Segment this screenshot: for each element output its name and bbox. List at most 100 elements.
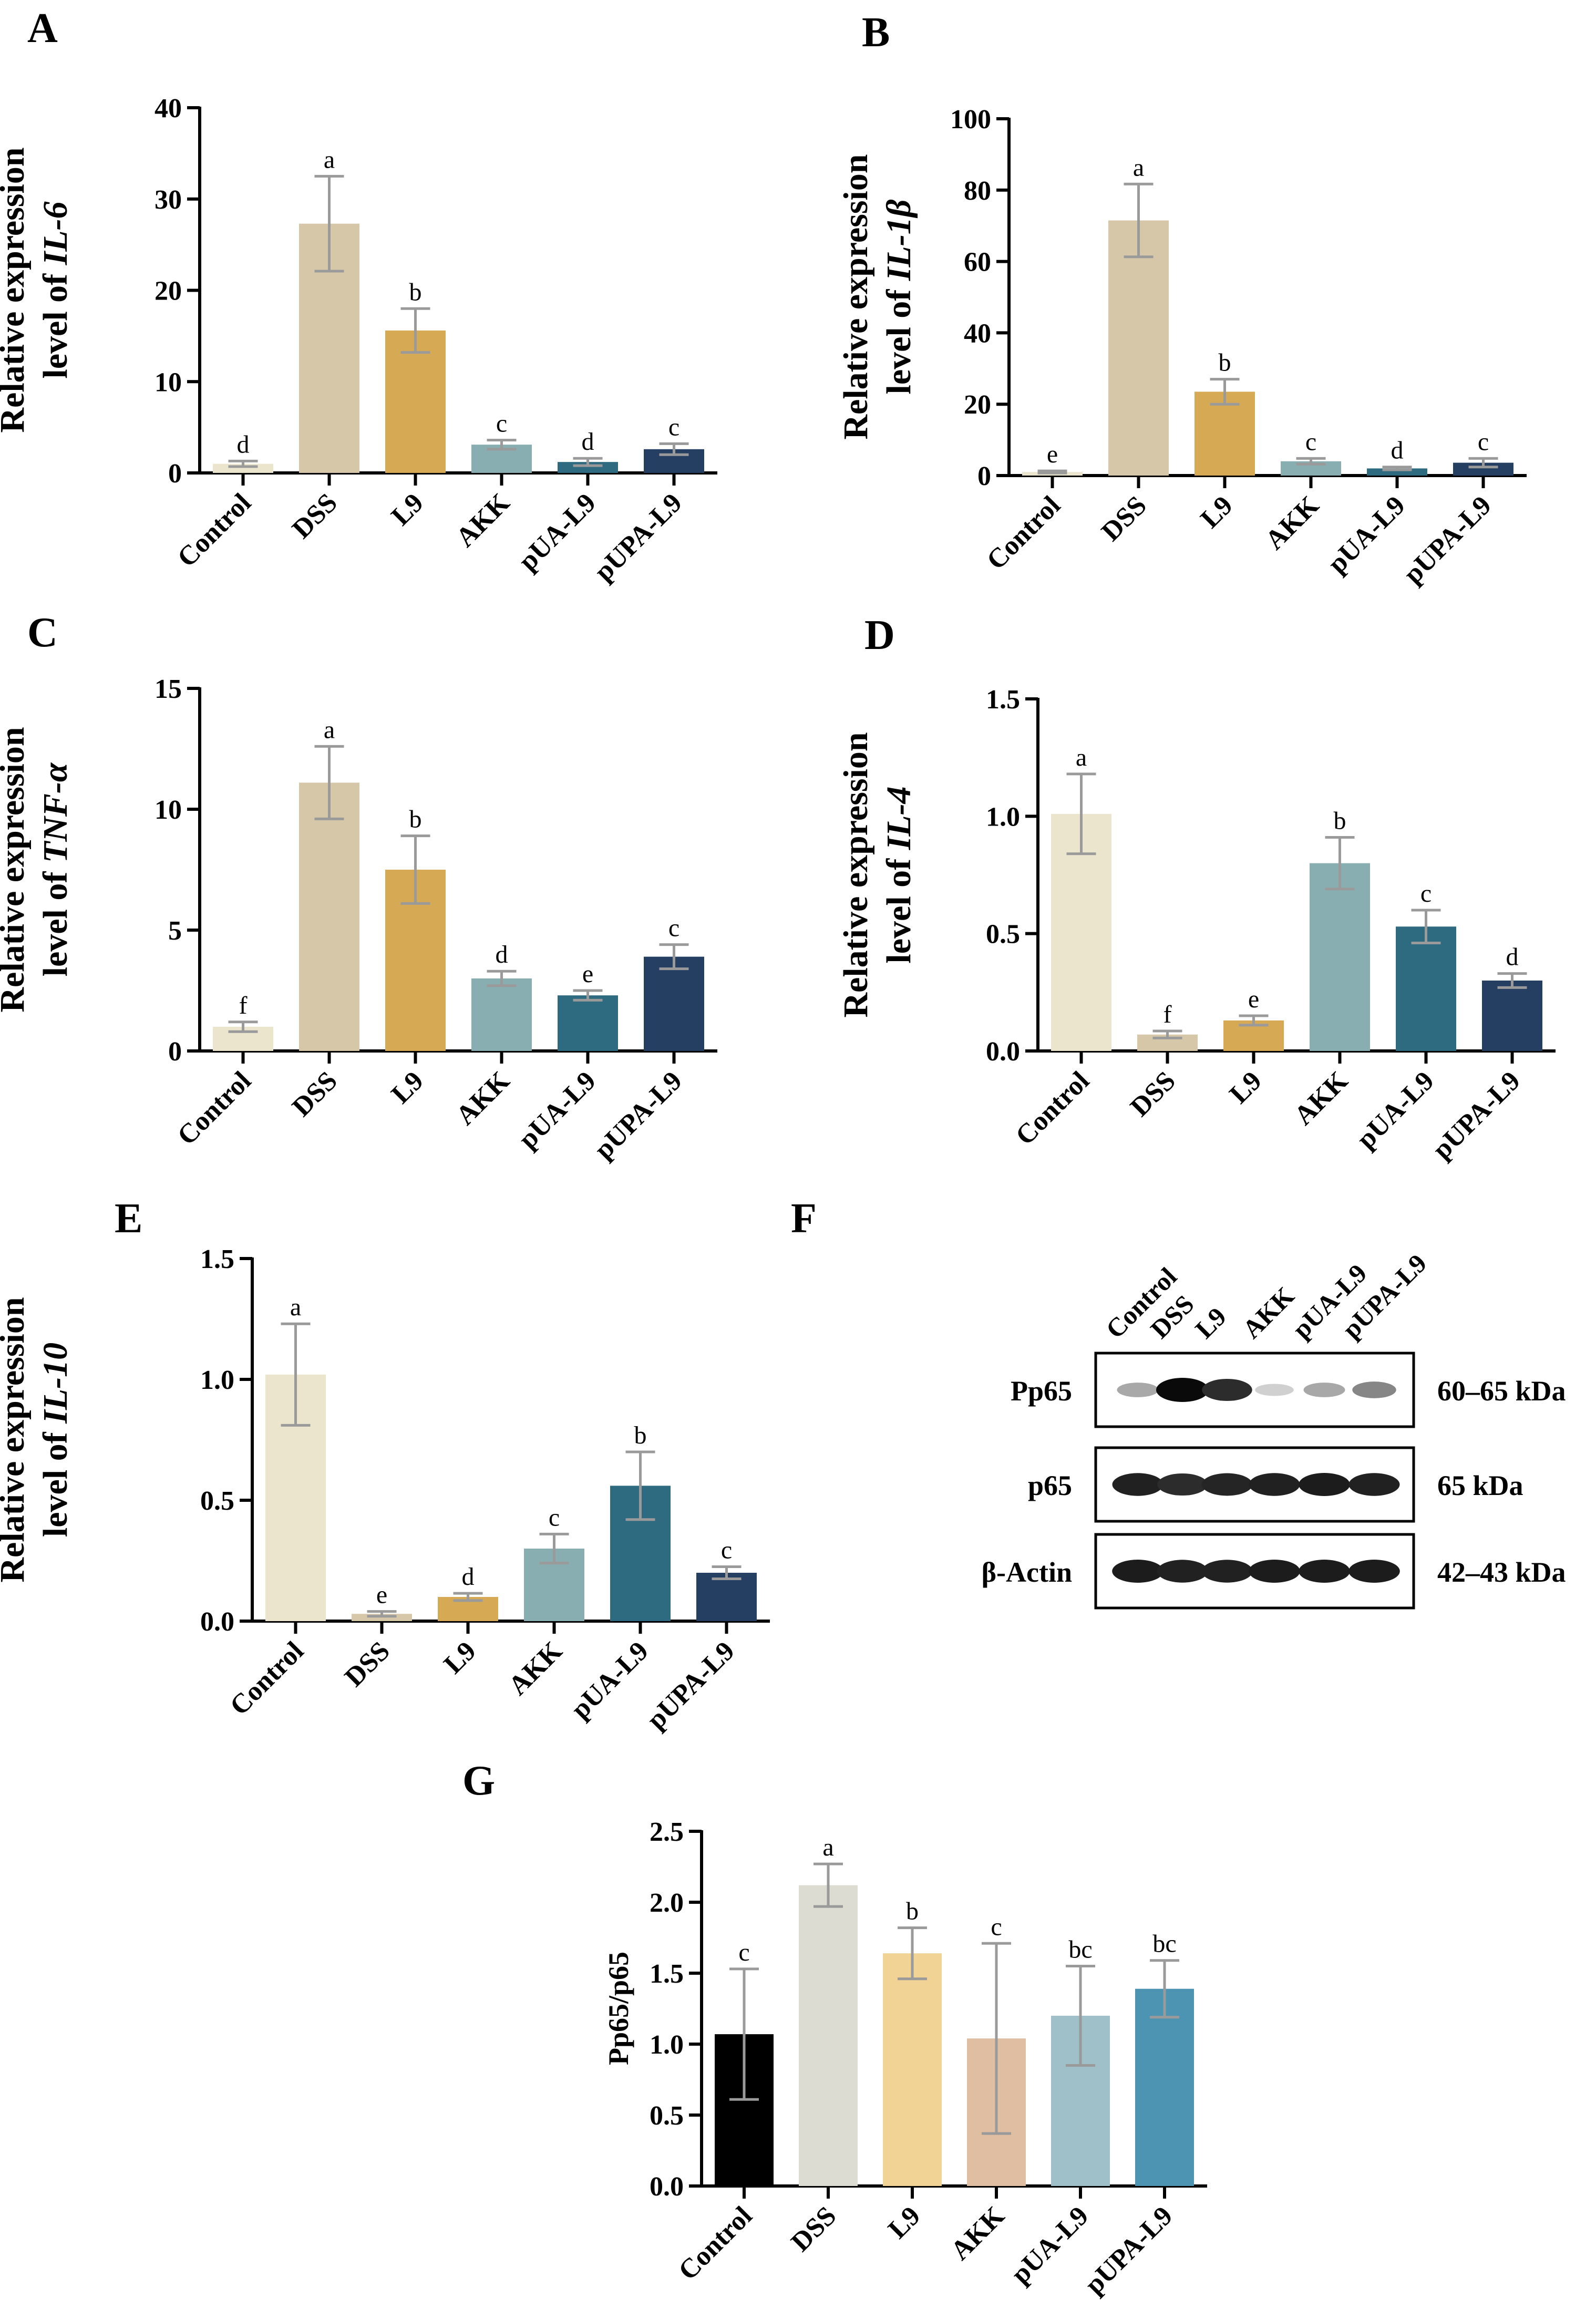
significance-letter: a — [1076, 744, 1087, 771]
significance-letter: d — [1506, 943, 1519, 971]
y-tick-label: 40 — [155, 94, 182, 123]
band — [1299, 1473, 1350, 1496]
x-tick-label: L9 — [438, 1636, 482, 1679]
panel-letter-c: C — [27, 610, 58, 656]
x-tick-label: pUPA-L9 — [641, 1636, 740, 1735]
x-tick-label: AKK — [503, 1636, 568, 1701]
significance-letter: a — [1133, 153, 1144, 181]
y-tick-label: 10 — [155, 367, 182, 397]
significance-letter: f — [239, 992, 248, 1019]
band — [1348, 1560, 1400, 1583]
x-tick-label: AKK — [1260, 490, 1325, 555]
y-tick-label: 0 — [168, 459, 182, 489]
significance-letter: bc — [1068, 1936, 1092, 1964]
bar-pupa-l9 — [1482, 981, 1542, 1051]
bar-pua-l9 — [1396, 926, 1456, 1051]
x-tick-label: pUPA-L9 — [1427, 1066, 1526, 1165]
y-tick-label: 60 — [964, 248, 991, 277]
x-tick-label: L9 — [386, 1066, 429, 1109]
panel-d: D 0.0 0.5 1.0 1.5 Relative expression level of… — [837, 612, 1556, 1165]
x-tick-label: pUA-L9 — [1351, 1066, 1440, 1154]
bar-l9 — [1195, 391, 1255, 476]
y-tick-label: 0.5 — [650, 2101, 684, 2131]
protein-label: p65 — [1028, 1470, 1072, 1501]
significance-letter: c — [991, 1913, 1002, 1941]
protein-label: β-Actin — [982, 1556, 1072, 1588]
significance-letter: e — [1248, 985, 1259, 1013]
band — [1348, 1473, 1400, 1496]
bar-dss — [799, 1885, 858, 2186]
significance-letter: d — [1391, 437, 1404, 465]
significance-letter: c — [1420, 880, 1432, 908]
significance-letter: b — [634, 1421, 647, 1449]
y-tick-label: 20 — [964, 390, 991, 420]
y-tick-label: 80 — [964, 176, 991, 206]
x-tick-label: AKK — [945, 2201, 1010, 2266]
band — [1156, 1378, 1209, 1402]
y-tick-label: 30 — [155, 185, 182, 215]
panel-g: G 0.0 0.5 1.0 1.5 2.0 2.5 Pp65/p65 c Control a DSS b… — [462, 1758, 1207, 2300]
x-tick-label: DSS — [1096, 490, 1152, 547]
panel-letter-d: D — [864, 612, 895, 658]
y-tick-label: 2.5 — [650, 1817, 684, 1847]
panel-b: B 0 20 40 60 80 100 Relative expression level of… — [837, 9, 1527, 590]
bar-pupa-l9 — [1135, 1988, 1194, 2186]
band — [1352, 1381, 1396, 1398]
y-axis-label: Relative expression level of IL-1β — [837, 154, 918, 439]
y-tick-label: 2.0 — [650, 1888, 684, 1918]
y-axis-label-line2: level of — [880, 281, 918, 394]
y-axis-label: Relative expressionlevel of IL-10 — [0, 1297, 75, 1582]
band — [1157, 1560, 1208, 1583]
significance-letter: e — [1047, 440, 1058, 468]
significance-letter: e — [582, 960, 593, 988]
y-tick-label: 0.0 — [650, 2172, 684, 2202]
protein-label: Pp65 — [1011, 1375, 1072, 1407]
y-tick-label: 0.0 — [986, 1037, 1020, 1067]
significance-letter: e — [376, 1581, 387, 1609]
panel-letter-e: E — [115, 1195, 142, 1242]
y-tick-label: 1.0 — [650, 2030, 684, 2060]
panel-a: A 0 10 20 30 40 Relative expressionlevel of IL… — [0, 5, 717, 587]
significance-letter: c — [738, 1939, 749, 1966]
y-axis-label-line2: level of — [36, 863, 75, 976]
size-label: 60–65 kDa — [1437, 1375, 1566, 1407]
y-axis-label-line1: Relative expression — [0, 147, 32, 432]
y-tick-label: 0 — [168, 1037, 182, 1067]
x-tick-label: DSS — [286, 1066, 343, 1122]
x-tick-label: pUA-L9 — [565, 1636, 654, 1725]
x-tick-label: L9 — [1195, 490, 1239, 534]
y-tick-label: 100 — [950, 105, 991, 135]
bar-pupa-l9 — [644, 956, 704, 1051]
y-axis-label: Relative expression level of IL-4 — [837, 732, 918, 1017]
panel-letter-b: B — [862, 9, 890, 56]
x-tick-label: Control — [1010, 1066, 1095, 1151]
y-tick-label: 40 — [964, 318, 991, 348]
significance-letter: b — [1219, 349, 1231, 377]
panel-letter-a: A — [27, 5, 58, 51]
bar-pupa-l9 — [696, 1573, 757, 1621]
significance-letter: a — [324, 146, 335, 173]
y-tick-label: 15 — [155, 674, 182, 704]
significance-letter: c — [721, 1537, 732, 1564]
y-tick-label: 1.0 — [986, 802, 1020, 832]
x-tick-label: pUA-L9 — [1322, 490, 1411, 579]
bar-pua-l9 — [1367, 468, 1427, 476]
y-tick-label: 20 — [155, 276, 182, 306]
x-tick-label: Control — [224, 1636, 310, 1721]
x-tick-label: AKK — [1289, 1066, 1354, 1131]
bar-control — [213, 463, 273, 473]
band — [1299, 1560, 1350, 1583]
y-axis-label-line1: Relative expression — [0, 727, 32, 1012]
x-tick-label: Control — [673, 2201, 758, 2286]
band — [1112, 1560, 1163, 1583]
y-axis-label: Relative expressionlevel of IL-6 — [0, 147, 75, 432]
x-tick-label: DSS — [1125, 1066, 1181, 1122]
y-axis-label-gene: IL-4 — [880, 786, 918, 850]
y-tick-label: 1.0 — [200, 1365, 234, 1395]
x-tick-label: pUPA-L9 — [1079, 2201, 1179, 2300]
band — [1112, 1473, 1163, 1496]
y-tick-label: 0.5 — [986, 920, 1020, 950]
x-tick-label: DSS — [286, 488, 343, 544]
y-axis-label-line2: level of — [36, 1424, 75, 1537]
